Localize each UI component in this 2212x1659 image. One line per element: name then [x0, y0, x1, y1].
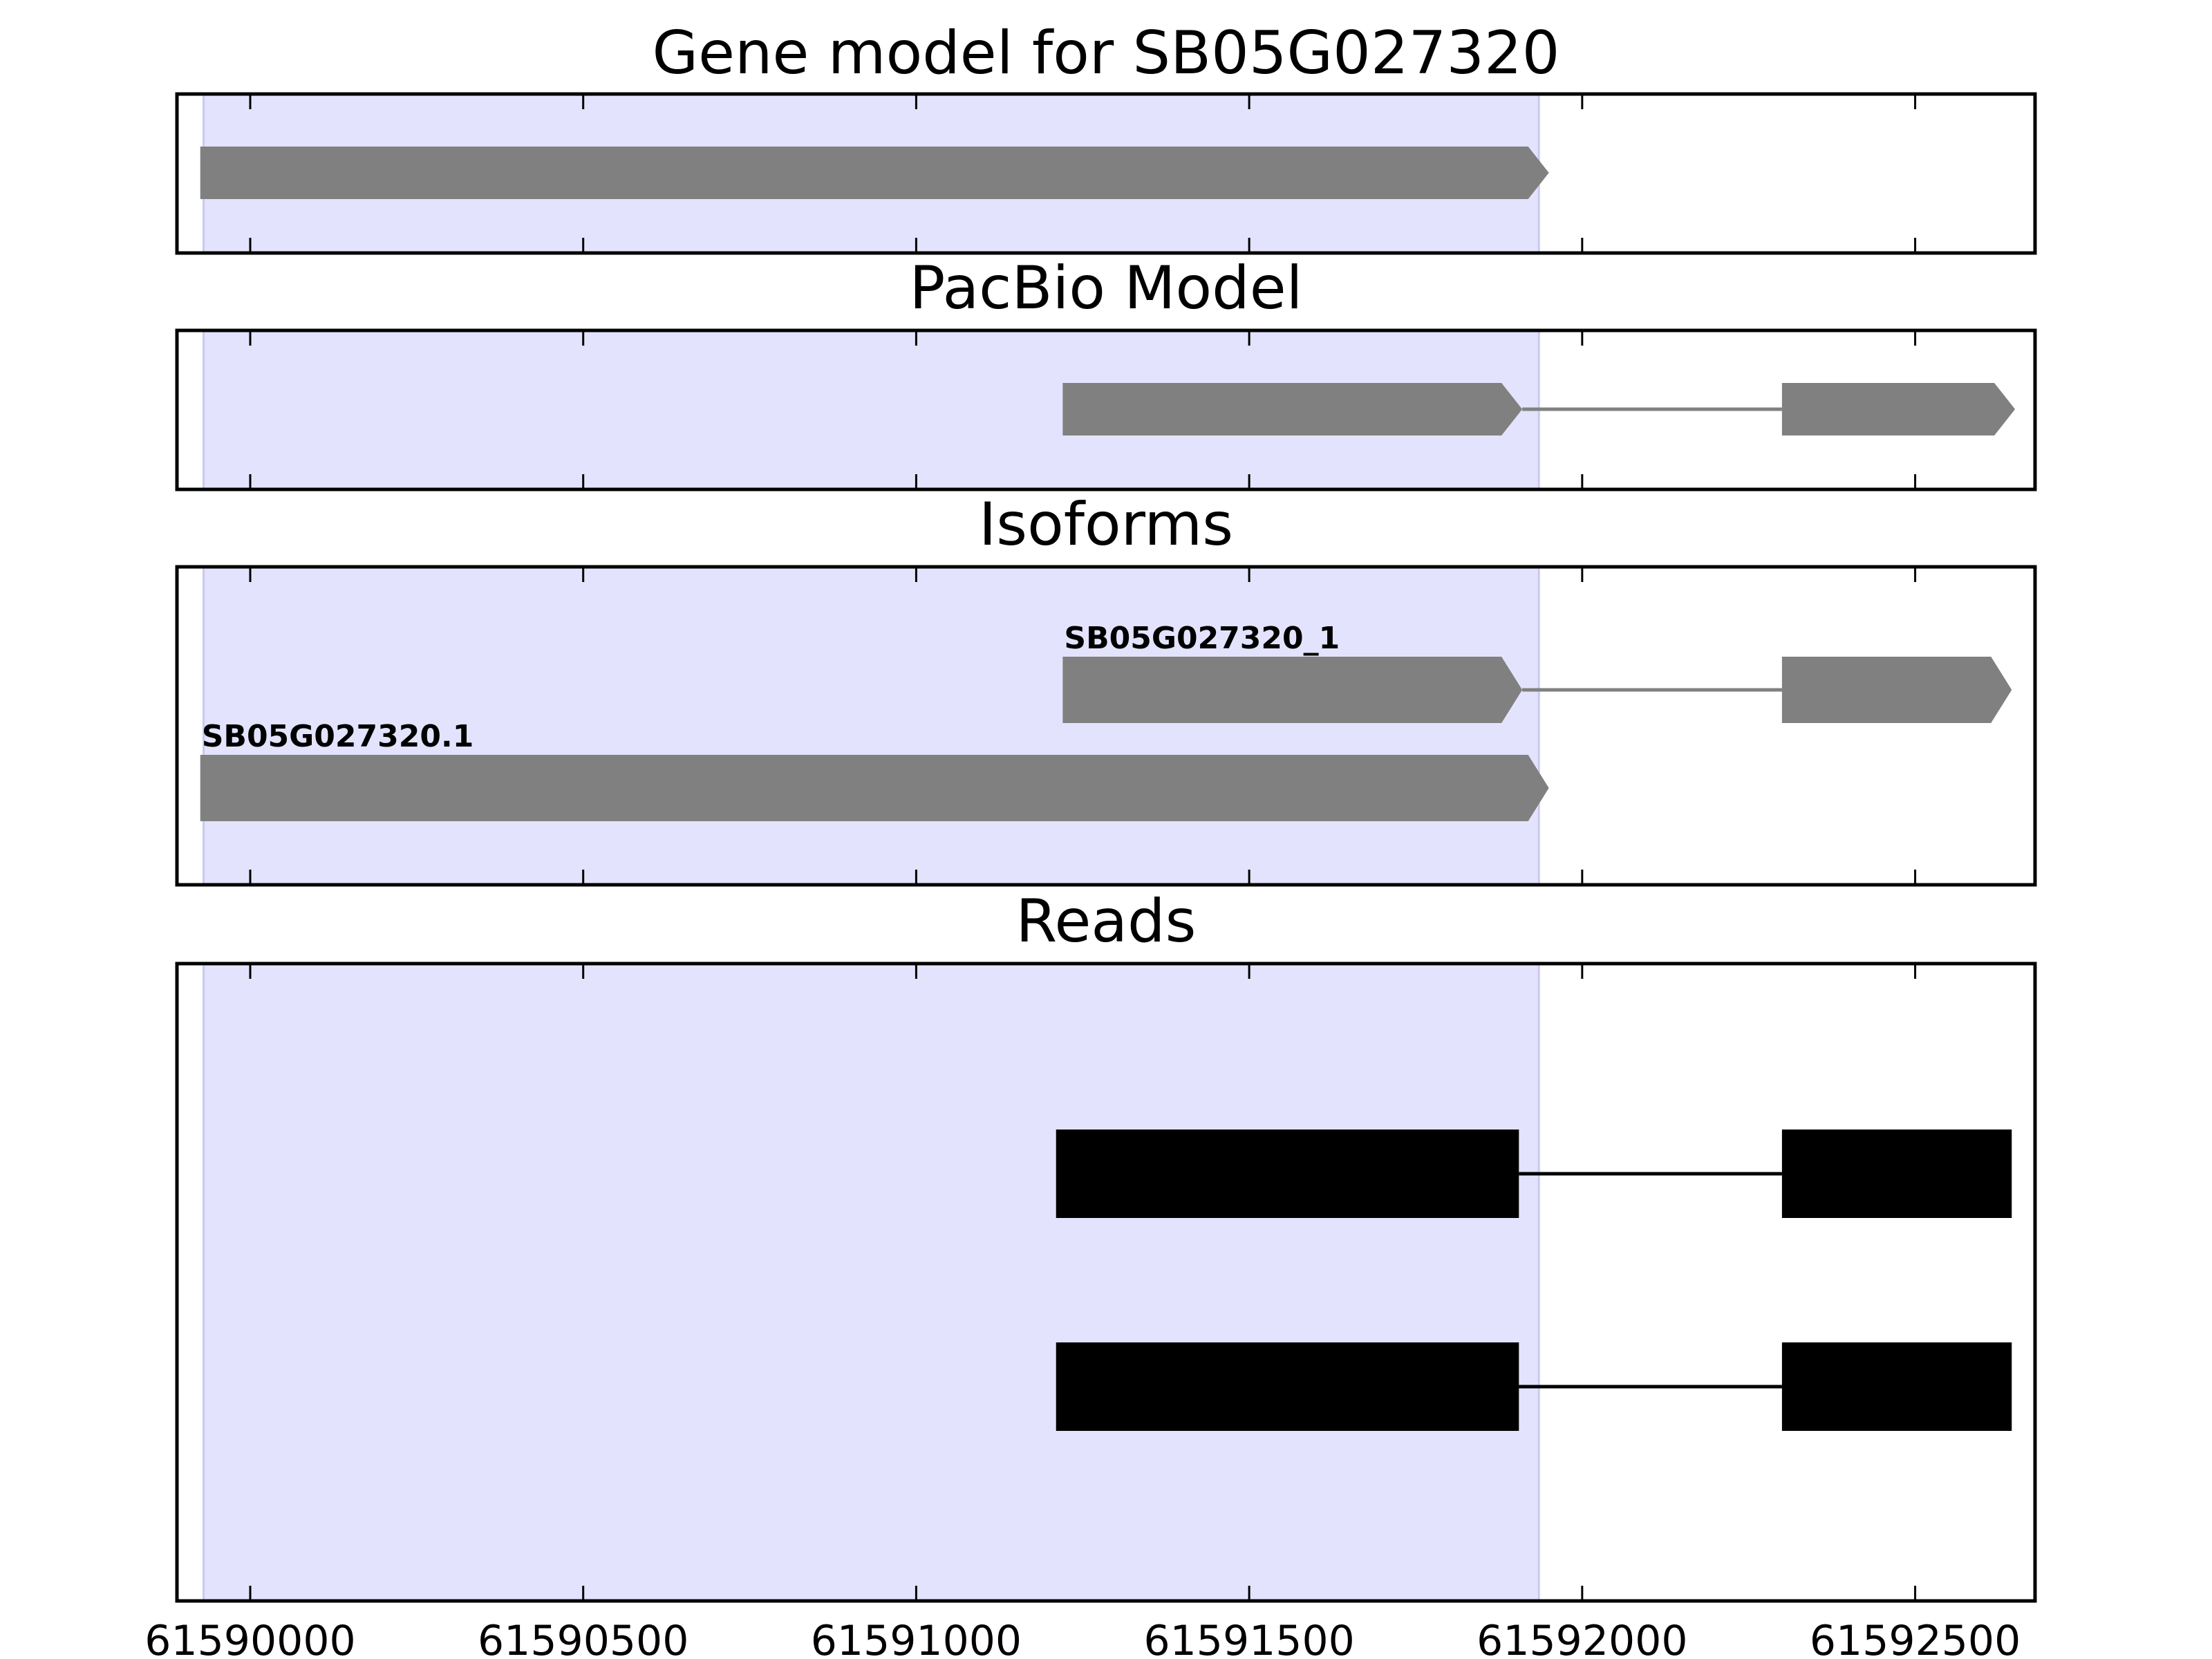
x-axis-tick-labels: 61590000 61590500 61591000 61591500 61592000… [144, 1617, 2021, 1659]
panel-frame [175, 92, 2037, 255]
x-tick-label: 61590000 [144, 1617, 355, 1659]
axis-ticks [249, 330, 1917, 489]
panel-pacbio-model: PacBio Model [175, 254, 2037, 491]
x-tick-label: 61591500 [1143, 1617, 1354, 1659]
gene-model-features [200, 147, 1549, 199]
panel-title-isoforms: Isoforms [979, 490, 1233, 559]
panel-isoforms: Isoforms SB05G027320_1 SB05G027320.1 [175, 490, 2037, 887]
read-block [1056, 1342, 1519, 1431]
exon-block [1781, 383, 2016, 435]
highlight-region [203, 962, 1540, 1602]
panel-title-pacbio: PacBio Model [909, 254, 1302, 323]
exon-block [200, 147, 1549, 199]
exon-block [1062, 657, 1523, 723]
figure-title: Gene model for SB05G027320 [653, 19, 1560, 88]
read-block [1056, 1130, 1519, 1218]
pacbio-model-features [1062, 383, 2016, 435]
read-block [1781, 1342, 2012, 1431]
isoform-label: SB05G027320.1 [202, 719, 474, 754]
panel-title-reads: Reads [1016, 887, 1197, 956]
x-tick-label: 61592000 [1477, 1617, 1687, 1659]
axis-ticks [249, 94, 1917, 253]
exon-block [200, 755, 1549, 821]
exon-block [1062, 383, 1523, 435]
panel-reads: Reads 61590000 61590500 61591000 61591500 61… [144, 887, 2037, 1659]
exon-block [1781, 657, 2012, 723]
panel-gene-model: Gene model for SB05G027320 [175, 19, 2037, 255]
isoform-label: SB05G027320_1 [1064, 621, 1340, 656]
x-tick-label: 61592500 [1810, 1617, 2021, 1659]
read-block [1781, 1130, 2012, 1218]
panel-frame [175, 962, 2037, 1603]
x-tick-label: 61590500 [478, 1617, 688, 1659]
axis-ticks [249, 567, 1917, 885]
highlight-region [203, 565, 1540, 886]
isoform-features: SB05G027320_1 SB05G027320.1 [200, 621, 2012, 821]
read-features [1056, 1130, 2012, 1431]
x-tick-label: 61591000 [811, 1617, 1022, 1659]
panel-frame [175, 565, 2037, 887]
panel-frame [175, 328, 2037, 491]
axis-ticks [249, 964, 1917, 1601]
